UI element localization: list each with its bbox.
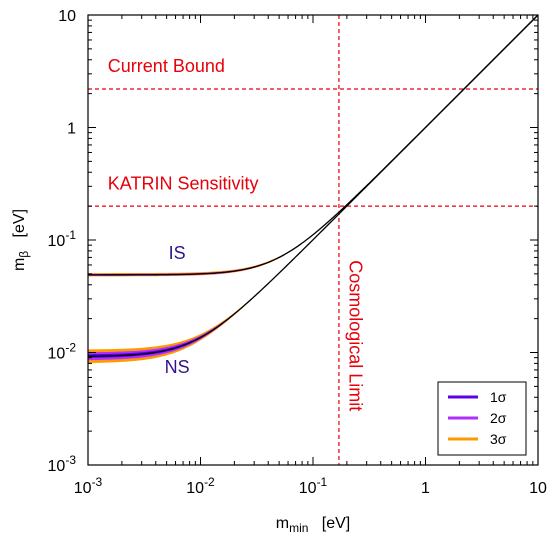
legend-label: 2σ [490, 410, 507, 426]
y-axis-title: mβ [eV] [11, 209, 31, 271]
x-tick-label: 10-3 [74, 475, 103, 497]
y-tick-label: 10-3 [48, 453, 77, 475]
band-label-is: IS [169, 243, 186, 263]
y-tick-label: 10-1 [48, 228, 77, 250]
reference-lines [88, 15, 538, 465]
annotations: Current Bound KATRIN Sensitivity Cosmologi… [108, 56, 365, 411]
x-tick-label: 10 [529, 480, 547, 497]
axes: 10-3 10-2 10-1 1 10 10-3 10-2 10-1 1 10 mmin [eV] m… [11, 8, 547, 535]
band-label-ns: NS [165, 357, 190, 377]
band-is-sigma2 [88, 15, 538, 276]
central-curve-ns [88, 15, 538, 357]
legend-label: 1σ [490, 389, 507, 405]
ref-label-current-bound: Current Bound [108, 56, 225, 76]
central-curves [88, 15, 538, 357]
legend-box [437, 381, 527, 456]
band-is-sigma1 [88, 15, 538, 276]
x-tick-label: 10-1 [299, 475, 328, 497]
legend: 1σ 2σ 3σ [437, 381, 527, 456]
ref-label-katrin-sensitivity: KATRIN Sensitivity [108, 174, 259, 194]
legend-label: 3σ [490, 431, 507, 447]
x-axis-title: mmin [eV] [276, 515, 350, 535]
x-tick-label: 10-2 [186, 475, 215, 497]
ref-label-cosmological-limit: Cosmological Limit [345, 260, 365, 411]
central-curve-is [88, 15, 538, 276]
x-tick-label: 1 [421, 480, 430, 497]
y-tick-label: 10 [58, 8, 76, 25]
y-tick-label: 10-2 [48, 341, 77, 363]
y-tick-label: 1 [67, 121, 76, 138]
band-is-sigma3 [88, 15, 538, 277]
